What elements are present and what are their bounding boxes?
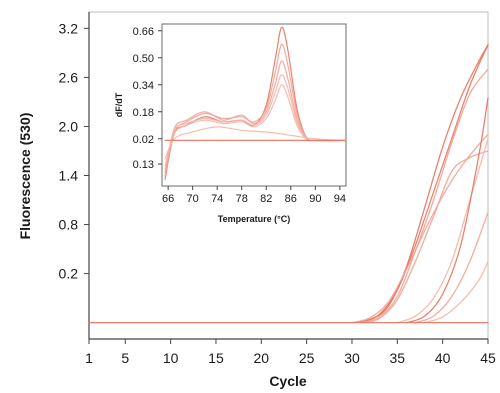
inset-x-tick-label: 94	[334, 193, 346, 205]
main-series	[88, 44, 489, 324]
inset-x-axis-title: Temperature (°C)	[218, 214, 290, 224]
inset-y-tick-label: 0.34	[133, 80, 154, 92]
main-x-tick-label: 35	[390, 350, 406, 366]
main-series-line-5	[360, 150, 489, 324]
inset-x-tick-label: 70	[187, 193, 199, 205]
main-series-line-7	[405, 97, 489, 324]
inset-chart: 66 70 74 78 82 86 90 94 0.66 0.50 0.34 0.18 0.02 0.13…	[114, 23, 347, 224]
inset-ticks: 66 70 74 78 82 86 90 94 0.66 0.50 0.34 0.18 0.02 0.13	[133, 26, 346, 205]
main-x-tick-label: 45	[480, 350, 496, 366]
inset-y-axis-title: dF/dT	[114, 92, 124, 117]
main-x-tick-label: 5	[121, 350, 129, 366]
main-y-tick-label: 0.2	[59, 266, 79, 282]
main-series-line-3	[360, 68, 489, 324]
inset-series	[164, 26, 347, 180]
inset-series-line-5	[164, 84, 347, 167]
main-x-tick-label: 25	[299, 350, 315, 366]
main-y-axis-title: Fluorescence (530)	[17, 113, 33, 240]
inset-y-tick-label: 0.13	[133, 159, 154, 171]
inset-x-tick-label: 90	[309, 193, 321, 205]
inset-series-line-6	[164, 126, 347, 160]
main-x-tick-label: 40	[435, 350, 451, 366]
main-x-tick-label: 15	[208, 350, 224, 366]
main-y-tick-label: 2.6	[59, 69, 79, 85]
inset-y-tick-label: 0.18	[133, 107, 154, 119]
main-series-line-4	[351, 133, 489, 324]
main-x-tick-label: 10	[163, 350, 179, 366]
main-y-tick-label: 3.2	[59, 20, 79, 36]
main-y-tick-label: 0.8	[59, 217, 79, 233]
main-series-line-8	[414, 211, 489, 324]
inset-y-tick-label: 0.02	[133, 134, 154, 146]
inset-series-line-3	[164, 60, 347, 174]
main-x-axis-title: Cycle	[269, 373, 307, 389]
main-series-line-9	[423, 260, 489, 324]
inset-y-tick-label: 0.50	[133, 53, 154, 65]
inset-plot-frame	[161, 23, 347, 187]
main-x-tick-label: 20	[254, 350, 270, 366]
main-series-line-2	[360, 44, 489, 324]
main-y-tick-label: 2.0	[59, 118, 79, 134]
inset-x-tick-label: 66	[162, 193, 174, 205]
main-y-tick-label: 1.4	[59, 168, 79, 184]
main-x-tick-label: 1	[85, 350, 93, 366]
inset-y-tick-label: 0.66	[133, 26, 154, 38]
inset-x-tick-label: 86	[285, 193, 297, 205]
inset-x-tick-label: 82	[260, 193, 272, 205]
inset-x-tick-label: 74	[211, 193, 223, 205]
inset-x-tick-label: 78	[236, 193, 248, 205]
main-ticks: 1 5 10 15 20 25 30 35 40 450.20.81.42.02.63.2	[59, 20, 496, 366]
main-x-tick-label: 30	[344, 350, 360, 366]
